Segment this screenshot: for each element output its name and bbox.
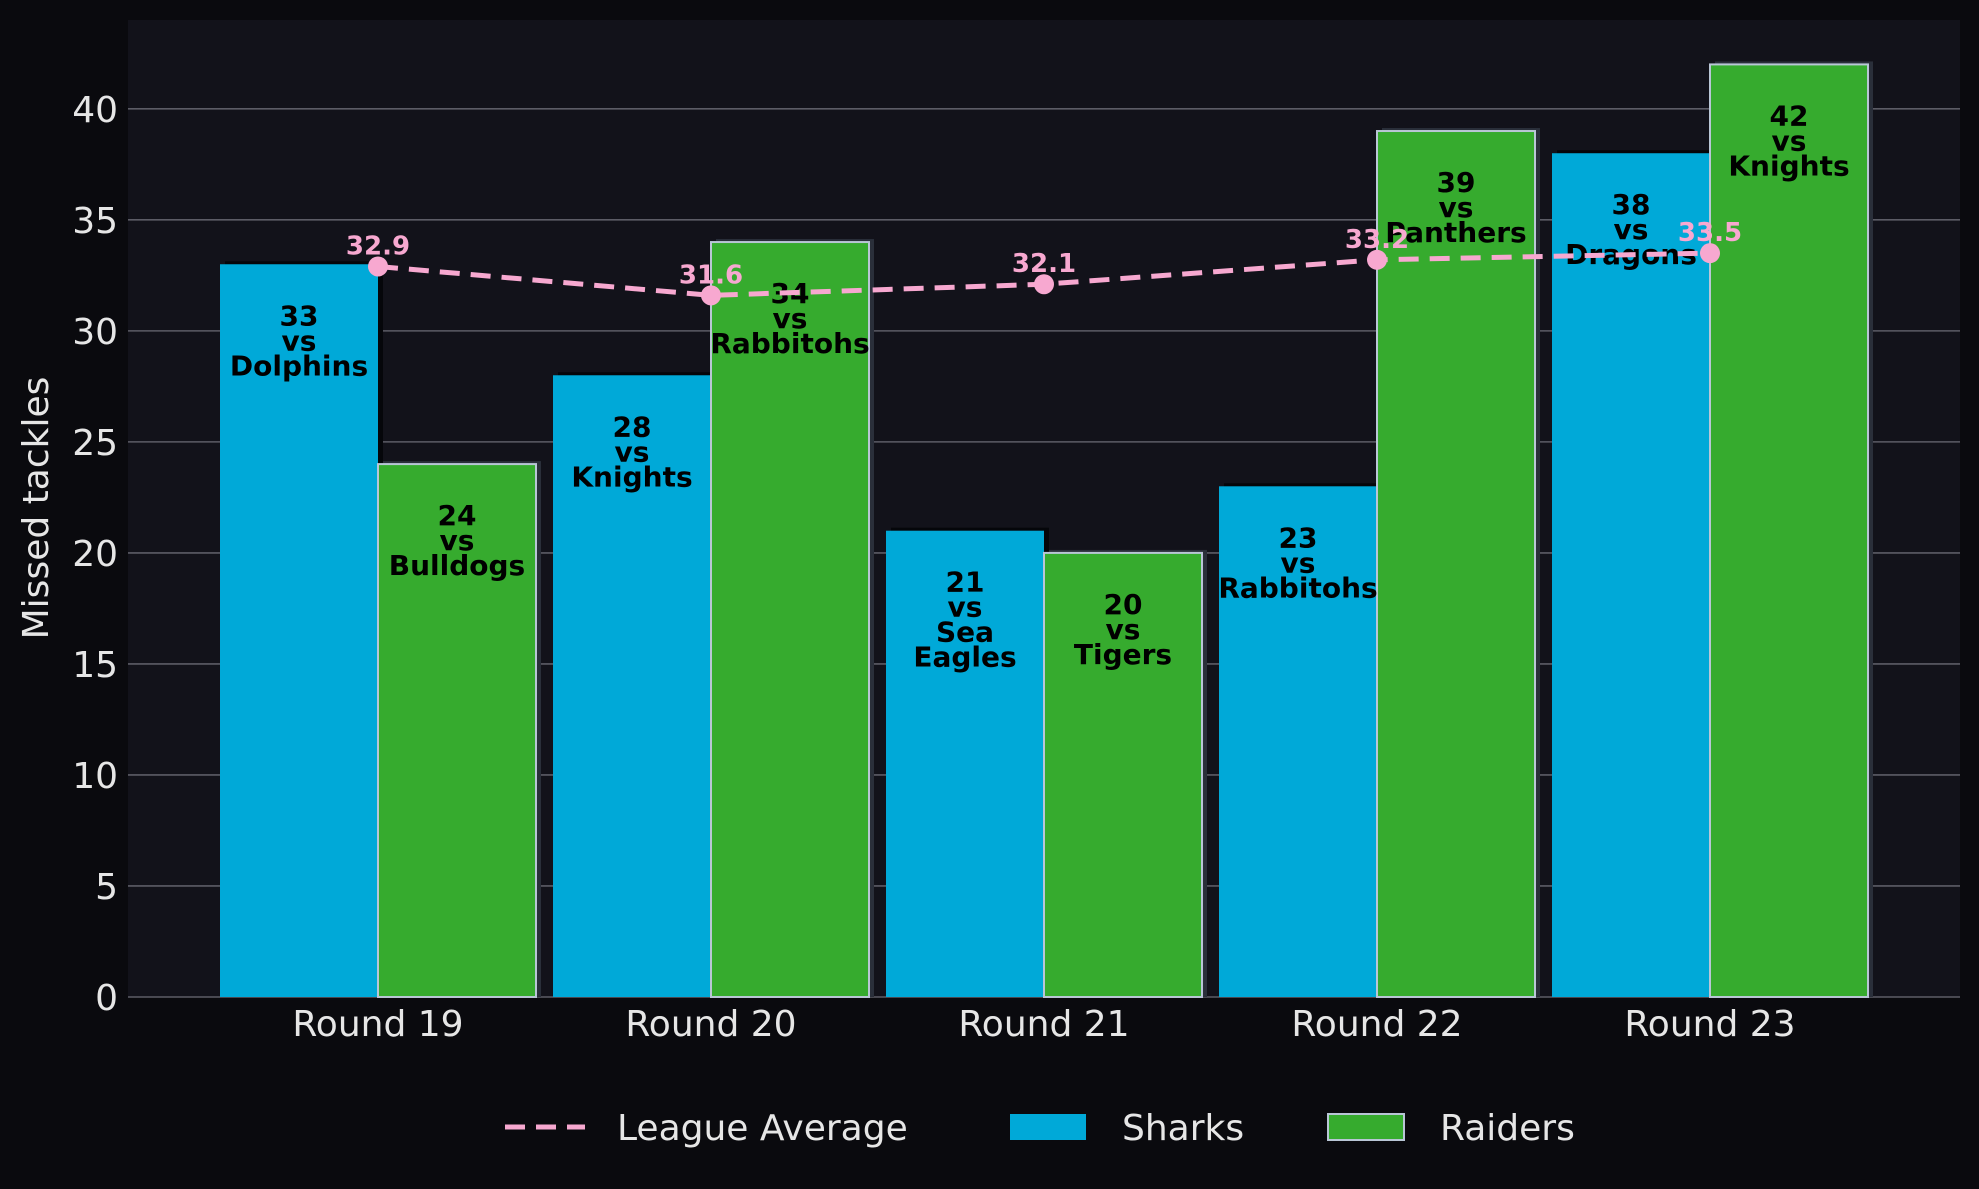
x-tick-label: Round 22 <box>1291 1004 1462 1045</box>
bar-data-label: 33 vs Dolphins <box>230 299 368 382</box>
bar-data-label: 34 vs Rabbitohs <box>710 277 869 360</box>
bar-data-label: 38 vs Dragons <box>1565 188 1697 271</box>
legend-swatch-sharks <box>1010 1114 1086 1140</box>
bar-sharks <box>1552 153 1710 997</box>
bar-data-label: 39 vs Panthers <box>1385 166 1526 249</box>
league-average-point <box>701 285 721 306</box>
y-tick-label: 20 <box>72 534 118 575</box>
bar-raiders <box>1376 130 1536 999</box>
x-tick-label: Round 20 <box>625 1004 796 1045</box>
bar-data-label: 20 vs Tigers <box>1074 588 1172 671</box>
bar-data-label: 42 vs Knights <box>1728 99 1849 182</box>
league-average-point <box>1700 243 1720 264</box>
y-tick-label: 15 <box>72 645 118 686</box>
league-average-value-label: 33.2 <box>1345 225 1409 255</box>
y-tick-label: 40 <box>72 90 118 131</box>
bar-raiders <box>710 241 870 998</box>
x-tick-label: Round 23 <box>1624 1004 1795 1045</box>
bar-data-label: 24 vs Bulldogs <box>389 499 525 582</box>
bar-raiders <box>377 463 537 999</box>
legend-label: Raiders <box>1440 1108 1575 1149</box>
y-tick-label: 25 <box>72 423 118 464</box>
bar-raiders <box>1043 551 1203 999</box>
y-tick-label: 5 <box>95 867 118 908</box>
y-axis-label: Missed tackles <box>16 377 57 640</box>
league-average-value-label: 32.1 <box>1012 249 1076 279</box>
bar-sharks <box>1219 486 1377 997</box>
league-average-point <box>1034 274 1054 295</box>
bar-raiders <box>1709 63 1869 998</box>
bar-sharks <box>553 375 711 998</box>
bar-sharks <box>220 264 378 997</box>
bar-data-label: 23 vs Rabbitohs <box>1218 521 1377 604</box>
bar-data-label: 28 vs Knights <box>571 410 692 493</box>
league-average-point <box>368 256 388 277</box>
y-tick-label: 35 <box>72 201 118 242</box>
legend-label: Sharks <box>1122 1108 1244 1149</box>
x-tick-label: Round 21 <box>958 1004 1129 1045</box>
legend-label: League Average <box>617 1108 908 1149</box>
bar-sharks <box>886 530 1044 997</box>
y-tick-label: 30 <box>72 312 118 353</box>
y-tick-label: 10 <box>72 756 118 797</box>
x-tick-label: Round 19 <box>292 1004 463 1045</box>
league-average-value-label: 32.9 <box>346 231 410 261</box>
league-average-value-label: 33.5 <box>1678 218 1742 248</box>
y-tick-label: 0 <box>95 978 118 1019</box>
legend-swatch-raiders <box>1327 1113 1405 1141</box>
league-average-point <box>1367 249 1387 270</box>
legend: League Average Sharks Raiders <box>505 1108 1575 1149</box>
league-average-value-label: 31.6 <box>679 260 743 290</box>
bar-data-label: 21 vs Sea Eagles <box>913 566 1016 674</box>
